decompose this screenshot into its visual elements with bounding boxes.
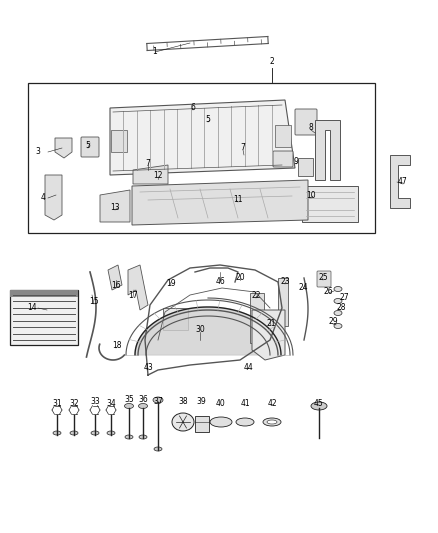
FancyBboxPatch shape [295,109,317,135]
Text: 1: 1 [152,47,157,56]
Bar [275,125,291,147]
Text: 46: 46 [215,277,225,286]
Ellipse shape [124,403,134,408]
Polygon shape [128,265,148,310]
Polygon shape [390,155,410,208]
Text: 20: 20 [235,273,245,282]
Bar [278,278,288,326]
Text: 17: 17 [128,290,138,300]
Polygon shape [315,120,340,180]
Text: 13: 13 [110,204,120,213]
Polygon shape [110,100,295,175]
Ellipse shape [138,403,148,408]
Text: 34: 34 [106,399,116,408]
Text: 3: 3 [35,148,40,157]
Text: 28: 28 [336,303,346,312]
Ellipse shape [139,435,147,439]
Text: 19: 19 [166,279,176,287]
Text: 37: 37 [153,398,163,407]
Text: 21: 21 [266,319,276,327]
Text: 32: 32 [69,399,79,408]
Ellipse shape [263,418,281,426]
Ellipse shape [334,287,342,292]
Text: 35: 35 [124,394,134,403]
Ellipse shape [53,431,61,435]
Text: 33: 33 [90,397,100,406]
Text: 44: 44 [243,364,253,373]
Text: 12: 12 [153,171,163,180]
Polygon shape [108,265,122,290]
Text: 30: 30 [195,326,205,335]
Text: 26: 26 [323,287,333,295]
Polygon shape [55,138,72,158]
Text: 36: 36 [138,394,148,403]
Polygon shape [133,165,168,184]
FancyBboxPatch shape [81,137,99,157]
Bar [10,290,78,297]
Ellipse shape [311,402,327,410]
Ellipse shape [91,431,99,435]
Ellipse shape [153,397,163,403]
Ellipse shape [334,298,342,303]
Ellipse shape [267,420,277,424]
Text: 47: 47 [398,177,408,187]
Polygon shape [252,310,285,360]
Text: 40: 40 [216,399,226,408]
Bar [298,158,313,176]
Ellipse shape [70,431,78,435]
Text: 5: 5 [85,141,90,149]
Text: 42: 42 [267,399,277,408]
Text: 5: 5 [205,116,210,125]
Ellipse shape [125,435,133,439]
FancyBboxPatch shape [317,271,331,287]
Text: 22: 22 [251,292,261,301]
Text: 6: 6 [191,103,195,112]
Text: 29: 29 [328,318,338,327]
Text: 15: 15 [89,297,99,306]
Ellipse shape [236,418,254,426]
Ellipse shape [172,413,194,431]
Text: 45: 45 [314,399,324,408]
Text: 39: 39 [196,397,206,406]
FancyBboxPatch shape [273,151,293,167]
Bar [250,293,264,343]
Text: 2: 2 [270,58,274,67]
Text: 25: 25 [318,273,328,282]
Text: 4: 4 [41,193,46,203]
Text: 31: 31 [52,399,62,408]
Text: 38: 38 [178,397,188,406]
Text: 41: 41 [240,399,250,408]
Ellipse shape [334,324,342,328]
Ellipse shape [210,417,232,427]
Bar [195,416,209,432]
Polygon shape [45,175,62,220]
Text: 43: 43 [143,364,153,373]
Polygon shape [135,307,281,355]
Polygon shape [100,190,130,222]
Text: 10: 10 [306,191,316,200]
Ellipse shape [334,311,342,316]
Ellipse shape [107,431,115,435]
Text: 16: 16 [111,280,121,289]
Polygon shape [132,180,308,225]
Text: 24: 24 [298,282,308,292]
Text: 27: 27 [339,293,349,302]
Bar [111,130,127,152]
Text: 14: 14 [27,303,37,312]
Text: 18: 18 [112,341,122,350]
Text: 7: 7 [240,143,245,152]
Bar [28,83,375,233]
Text: 7: 7 [145,158,150,167]
Polygon shape [302,186,358,222]
Text: 23: 23 [280,278,290,287]
Bar [163,308,188,330]
Ellipse shape [154,447,162,451]
Bar [10,290,78,345]
Text: 9: 9 [293,157,298,166]
Text: 11: 11 [233,196,243,205]
Text: 8: 8 [309,124,313,133]
